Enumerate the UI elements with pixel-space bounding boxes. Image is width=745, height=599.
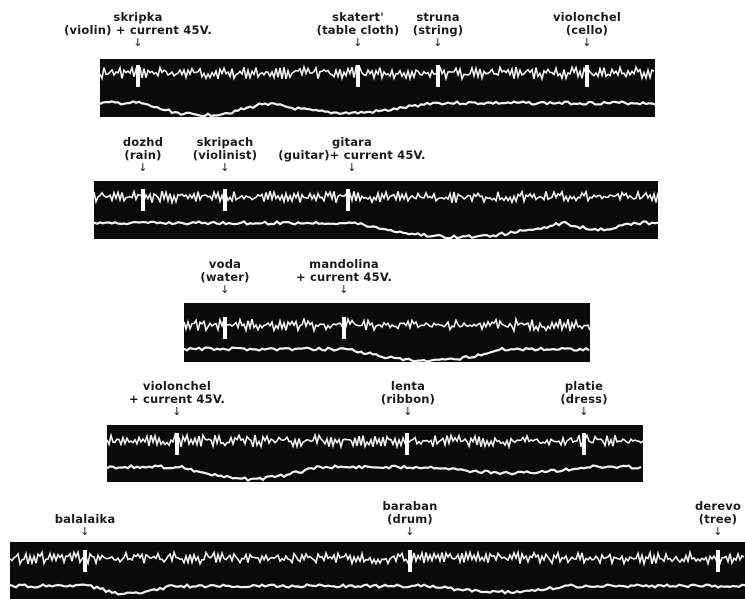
label-word: platie	[564, 379, 604, 393]
label-translation: (rain)	[124, 148, 162, 162]
down-arrow-icon: ↓	[713, 525, 723, 538]
eeg-trace-upper	[10, 549, 745, 568]
label-translation: (tree)	[698, 512, 738, 526]
label-translation: (guitar)+ current 45V.	[278, 148, 426, 162]
stimulus-label-mandolina: mandolina + current 45V. ↓	[295, 257, 393, 296]
stimulus-marker	[585, 65, 589, 87]
stimulus-marker	[141, 189, 145, 211]
down-arrow-icon: ↓	[347, 161, 357, 174]
label-word: skatert'	[332, 10, 384, 24]
trace-graphic	[107, 432, 643, 482]
recording-strip-4	[107, 425, 643, 482]
eeg-trace-lower	[100, 100, 655, 117]
label-word: dozhd	[122, 135, 164, 149]
eeg-trace-upper	[100, 64, 655, 82]
down-arrow-icon: ↓	[353, 36, 363, 49]
label-word: mandolina	[309, 257, 379, 271]
down-arrow-icon: ↓	[339, 283, 349, 296]
stimulus-marker	[175, 433, 179, 455]
recording-strip-5	[10, 542, 745, 599]
stimulus-label-violonchel: violonchel (cello) ↓	[552, 10, 622, 49]
stimulus-label-balalaika: balalaika ↓	[54, 512, 116, 538]
stimulus-label-skatert: skatert' (table cloth) ↓	[316, 10, 400, 49]
label-translation: + current 45V.	[128, 392, 226, 406]
stimulus-marker	[342, 317, 346, 339]
stimulus-label-voda: voda (water) ↓	[200, 257, 250, 296]
recording-strip-3	[184, 303, 590, 362]
label-translation: (violin) + current 45V.	[64, 23, 212, 37]
label-word: violonchel	[552, 10, 622, 24]
label-word: skripka	[113, 10, 163, 24]
eeg-trace-lower	[10, 583, 745, 596]
down-arrow-icon: ↓	[133, 36, 143, 49]
stimulus-marker	[716, 550, 720, 572]
stimulus-marker	[356, 65, 360, 87]
stimulus-marker	[136, 65, 140, 87]
label-word: lenta	[390, 379, 426, 393]
label-word: balalaika	[54, 512, 116, 526]
eeg-trace-lower	[184, 346, 590, 362]
trace-graphic	[10, 549, 745, 596]
label-translation: (violinist)	[192, 148, 258, 162]
label-word: voda	[208, 257, 242, 271]
down-arrow-icon: ↓	[138, 161, 148, 174]
down-arrow-icon: ↓	[433, 36, 443, 49]
down-arrow-icon: ↓	[220, 283, 230, 296]
recording-strip-2	[94, 181, 658, 239]
stimulus-label-derevo: derevo (tree) ↓	[694, 499, 742, 538]
label-translation: (drum)	[387, 512, 433, 526]
label-translation: (water)	[200, 270, 250, 284]
down-arrow-icon: ↓	[172, 405, 182, 418]
stimulus-label-gitara: gitara (guitar)+ current 45V. ↓	[278, 135, 426, 174]
down-arrow-icon: ↓	[405, 525, 415, 538]
stimulus-label-skripach: skripach (violinist) ↓	[192, 135, 258, 174]
label-translation: (table cloth)	[316, 23, 400, 37]
stimulus-marker	[223, 317, 227, 339]
stimulus-label-dozhd: dozhd (rain) ↓	[122, 135, 164, 174]
label-word: baraban	[382, 499, 438, 513]
stimulus-label-platie: platie (dress) ↓	[560, 379, 608, 418]
stimulus-marker	[436, 65, 440, 87]
stimulus-marker	[408, 550, 412, 572]
label-word: gitara	[331, 135, 373, 149]
down-arrow-icon: ↓	[403, 405, 413, 418]
label-translation: (string)	[412, 23, 464, 37]
eeg-trace-upper	[184, 316, 590, 334]
trace-graphic	[100, 64, 655, 117]
stimulus-marker	[346, 189, 350, 211]
stimulus-label-violonchel-current: violonchel + current 45V. ↓	[128, 379, 226, 418]
eeg-trace-upper	[107, 432, 643, 450]
stimulus-marker	[405, 433, 409, 455]
trace-graphic	[184, 316, 590, 362]
stimulus-label-skripka: skripka (violin) + current 45V. ↓	[64, 10, 212, 49]
eeg-trace-lower	[94, 220, 658, 239]
eeg-trace-upper	[94, 188, 658, 206]
label-word: derevo	[694, 499, 742, 513]
label-translation: (cello)	[565, 23, 609, 37]
label-translation: (ribbon)	[380, 392, 436, 406]
label-word: skripach	[196, 135, 254, 149]
stimulus-label-struna: struna (string) ↓	[412, 10, 464, 49]
down-arrow-icon: ↓	[579, 405, 589, 418]
label-word: struna	[416, 10, 460, 24]
stimulus-marker	[83, 550, 87, 572]
down-arrow-icon: ↓	[80, 525, 90, 538]
down-arrow-icon: ↓	[220, 161, 230, 174]
label-word: violonchel	[142, 379, 212, 393]
label-translation: + current 45V.	[295, 270, 393, 284]
down-arrow-icon: ↓	[582, 36, 592, 49]
recording-strip-1	[100, 59, 655, 117]
stimulus-label-lenta: lenta (ribbon) ↓	[380, 379, 436, 418]
label-translation: (dress)	[560, 392, 608, 406]
stimulus-marker	[582, 433, 586, 455]
stimulus-marker	[223, 189, 227, 211]
stimulus-label-baraban: baraban (drum) ↓	[382, 499, 438, 538]
eeg-trace-lower	[107, 464, 642, 482]
trace-graphic	[94, 188, 658, 239]
